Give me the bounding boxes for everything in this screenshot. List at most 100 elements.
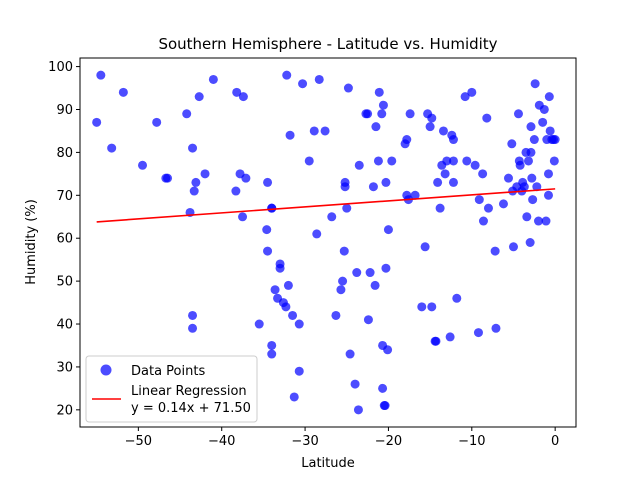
scatter-point — [438, 126, 448, 136]
scatter-point — [267, 349, 277, 359]
scatter-point — [402, 135, 412, 145]
scatter-point — [473, 328, 483, 338]
scatter-point — [288, 310, 298, 320]
x-tick-label: −30 — [291, 434, 318, 449]
x-tick-label: −50 — [125, 434, 152, 449]
scatter-point — [508, 242, 518, 252]
scatter-point — [238, 92, 248, 102]
x-tick-label: −10 — [458, 434, 485, 449]
scatter-point — [490, 246, 500, 256]
scatter-point — [200, 169, 210, 179]
scatter-point — [380, 401, 390, 411]
scatter-point — [498, 199, 508, 209]
scatter-point — [339, 246, 349, 256]
y-tick-label: 80 — [56, 146, 73, 161]
scatter-point — [529, 135, 539, 145]
scatter-point — [470, 160, 480, 170]
scatter-point — [254, 319, 264, 329]
scatter-point — [515, 160, 525, 170]
scatter-point — [383, 345, 393, 355]
scatter-point — [503, 173, 513, 183]
scatter-point — [281, 302, 291, 312]
scatter-point — [343, 83, 353, 93]
scatter-point — [427, 113, 437, 123]
scatter-point — [483, 203, 493, 213]
scatter-point — [381, 177, 391, 187]
scatter-point — [345, 349, 355, 359]
scatter-point — [427, 302, 437, 312]
axes-frame — [79, 57, 577, 428]
scatter-point — [433, 177, 443, 187]
scatter-point — [152, 117, 162, 127]
scatter-point — [314, 74, 324, 84]
scatter-point — [435, 203, 445, 213]
scatter-point — [373, 156, 383, 166]
scatter-point — [340, 182, 350, 192]
scatter-point — [532, 182, 542, 192]
scatter-point — [387, 156, 397, 166]
y-tick-label: 100 — [48, 60, 73, 75]
scatter-point — [523, 156, 533, 166]
scatter-point — [381, 263, 391, 273]
scatter-point — [442, 156, 452, 166]
scatter-point — [522, 212, 532, 222]
scatter-point — [513, 109, 523, 119]
scatter-point — [241, 173, 251, 183]
x-axis-label: Latitude — [301, 456, 355, 471]
scatter-point — [262, 225, 272, 235]
scatter-point — [263, 177, 273, 187]
scatter-point — [525, 238, 535, 247]
scatter-point — [282, 70, 292, 80]
scatter-point — [294, 366, 304, 376]
scatter-point — [232, 87, 242, 97]
y-axis-label: Humidity (%) — [24, 199, 39, 285]
scatter-point — [188, 143, 198, 153]
scatter-point — [541, 216, 551, 226]
scatter-point — [474, 195, 484, 205]
y-tick-label: 50 — [56, 275, 73, 290]
scatter-point — [530, 79, 540, 89]
plot-area — [92, 70, 560, 415]
scatter-point — [138, 160, 148, 170]
scatter-point — [107, 143, 117, 153]
scatter-point — [420, 242, 430, 252]
scatter-point — [549, 156, 559, 166]
scatter-point — [338, 276, 348, 286]
regression-line — [96, 188, 556, 223]
scatter-point — [405, 109, 415, 119]
legend-label-data-points: Data Points — [131, 364, 205, 379]
scatter-point — [352, 268, 362, 278]
scatter-point — [538, 117, 548, 127]
scatter-point — [354, 160, 364, 170]
scatter-point — [371, 122, 381, 132]
legend-box — [85, 355, 258, 423]
scatter-point — [378, 383, 388, 393]
scatter-point — [298, 79, 308, 89]
scatter-point — [327, 212, 337, 222]
scatter-point — [353, 405, 363, 415]
chart-title: Southern Hemisphere - Latitude vs. Humid… — [158, 35, 497, 53]
scatter-point — [368, 182, 378, 192]
scatter-point — [526, 147, 536, 157]
y-tick-label: 70 — [56, 189, 73, 204]
scatter-point — [191, 177, 201, 187]
scatter-point — [92, 117, 102, 127]
scatter-point — [267, 340, 277, 350]
scatter-point — [208, 74, 218, 84]
scatter-point — [350, 379, 360, 389]
legend: Data Points Linear Regression y = 0.14x … — [85, 355, 258, 423]
scatter-point — [342, 203, 352, 213]
scatter-point — [283, 280, 293, 290]
scatter-point — [467, 87, 477, 97]
scatter-point — [539, 104, 549, 114]
scatter-point — [528, 195, 538, 205]
scatter-point — [363, 315, 373, 325]
scatter-point — [431, 336, 441, 346]
x-tick-label: −20 — [375, 434, 402, 449]
scatter-point — [452, 293, 462, 303]
scatter-point — [231, 186, 241, 196]
scatter-point — [188, 310, 198, 320]
scatter-point — [263, 246, 273, 256]
scatter-point — [304, 156, 314, 166]
